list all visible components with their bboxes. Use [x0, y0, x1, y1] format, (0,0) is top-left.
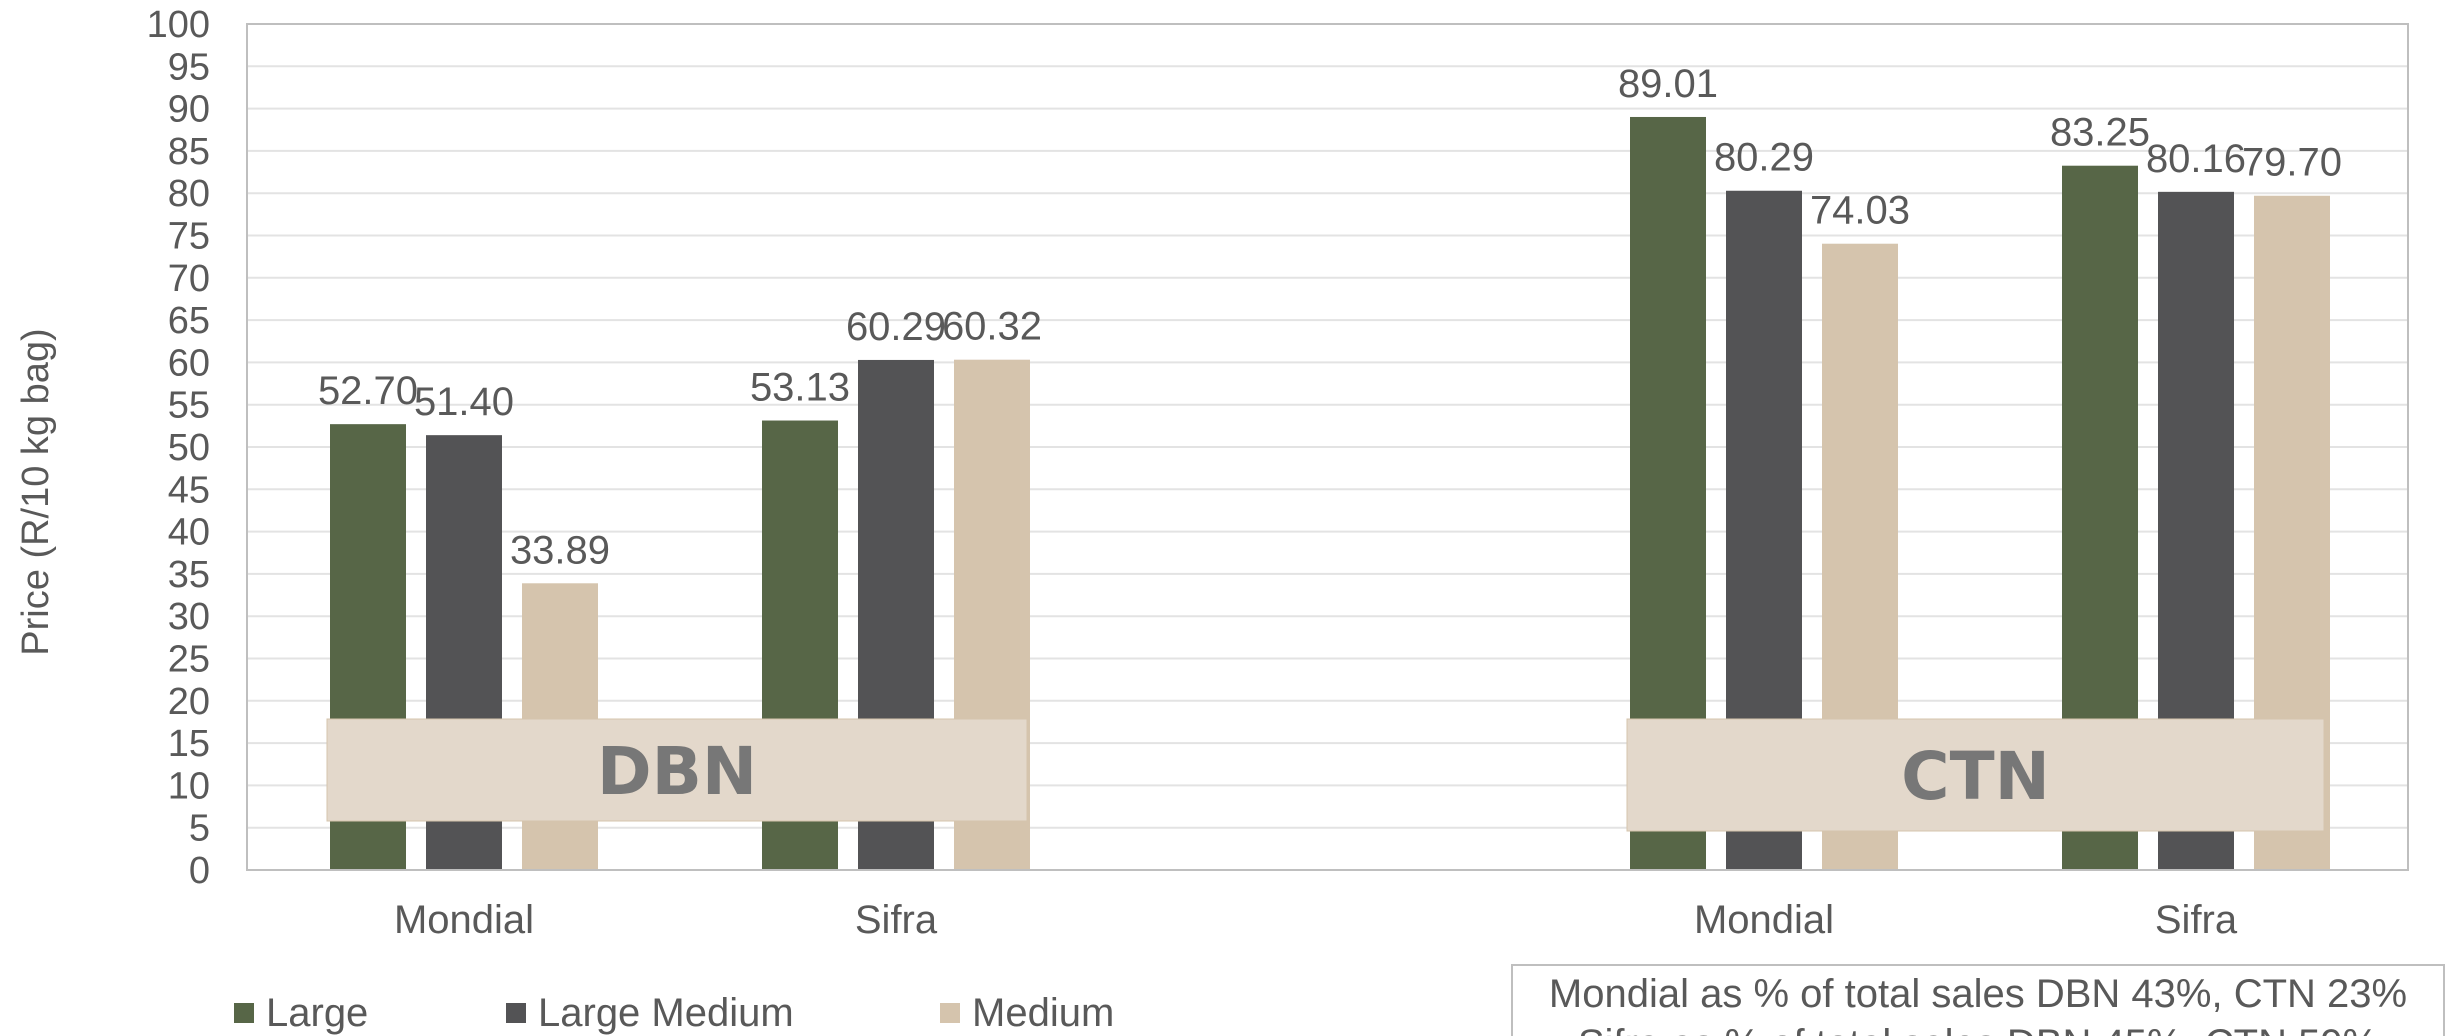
data-label: 51.40 — [414, 380, 514, 424]
data-label: 80.29 — [1714, 136, 1814, 180]
data-label: 53.13 — [750, 366, 850, 410]
note-line: Mondial as % of total sales DBN 43%, CTN… — [1549, 972, 2407, 1016]
plot-area-border — [246, 23, 2409, 871]
data-label: 83.25 — [2050, 111, 2150, 155]
legend-swatch — [506, 1003, 526, 1023]
gridlines — [247, 23, 2408, 871]
data-label: 79.70 — [2242, 141, 2342, 185]
market-band — [326, 718, 1028, 822]
market-band-label: CTN — [1901, 738, 2050, 815]
y-tick-label: 35 — [168, 554, 210, 596]
y-tick-label: 85 — [168, 131, 210, 173]
data-label: 60.29 — [846, 305, 946, 349]
legend-swatch — [940, 1003, 960, 1023]
data-label: 74.03 — [1810, 189, 1910, 233]
legend: Large Large Medium Medium — [234, 991, 1114, 1035]
legend-label: Large Medium — [538, 991, 794, 1035]
category-label: Mondial — [1694, 898, 1834, 942]
y-tick-label: 100 — [147, 4, 210, 46]
legend-label: Medium — [972, 991, 1114, 1035]
note-box — [1511, 964, 2445, 1036]
y-tick-label: 65 — [168, 300, 210, 342]
category-labels: Mondial Sifra Mondial Sifra — [394, 898, 2238, 942]
y-tick-label: 40 — [168, 512, 210, 554]
y-tick-label: 80 — [168, 173, 210, 215]
y-tick-label: 10 — [168, 765, 210, 807]
y-tick-label: 25 — [168, 639, 210, 681]
y-tick-label: 70 — [168, 258, 210, 300]
y-tick-label: 55 — [168, 385, 210, 427]
legend-swatch — [234, 1003, 254, 1023]
market-bands: DBN CTN — [326, 718, 2325, 832]
market-band-label: DBN — [597, 733, 757, 810]
y-tick-label: 20 — [168, 681, 210, 723]
market-band — [1626, 718, 2325, 832]
data-label: 89.01 — [1618, 62, 1718, 106]
note-line: Sifra as % of total sales DBN 45%, CTN 5… — [1578, 1022, 2378, 1036]
y-tick-label: 95 — [168, 46, 210, 88]
sales-note-box: Mondial as % of total sales DBN 43%, CTN… — [1511, 964, 2445, 1036]
y-tick-label: 30 — [168, 596, 210, 638]
data-label: 80.16 — [2146, 137, 2246, 181]
category-label: Mondial — [394, 898, 534, 942]
y-axis-ticks: 0510152025303540455055606570758085909510… — [147, 4, 210, 892]
data-label: 52.70 — [318, 369, 418, 413]
y-tick-label: 50 — [168, 427, 210, 469]
y-tick-label: 75 — [168, 216, 210, 258]
y-tick-label: 45 — [168, 469, 210, 511]
data-label: 60.32 — [942, 305, 1042, 349]
y-tick-label: 5 — [189, 808, 210, 850]
y-tick-label: 60 — [168, 342, 210, 384]
category-label: Sifra — [855, 898, 938, 942]
legend-label: Large — [266, 991, 368, 1035]
data-label: 33.89 — [510, 528, 610, 572]
y-tick-label: 0 — [189, 850, 210, 892]
y-tick-label: 15 — [168, 723, 210, 765]
y-axis-title: Price (R/10 kg bag) — [15, 328, 57, 655]
y-tick-label: 90 — [168, 89, 210, 131]
category-label: Sifra — [2155, 898, 2238, 942]
